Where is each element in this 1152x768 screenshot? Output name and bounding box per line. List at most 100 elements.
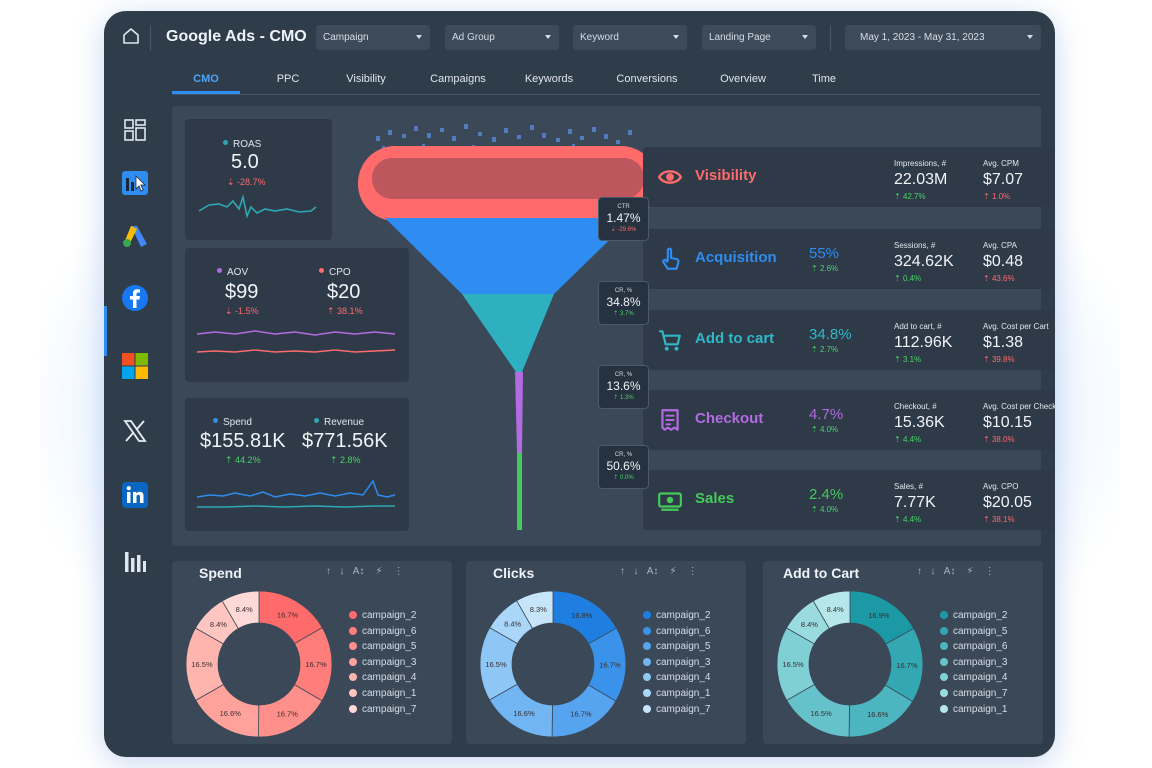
panel-title: Add to Cart [783,565,860,581]
funnel-stage-visibility[interactable]: Visibility Impressions, # 22.03M ⇡ 42.7% Avg… [643,147,1055,207]
stage-name: Acquisition [695,249,777,266]
stage-name: Sales [695,490,735,507]
legend-item[interactable]: campaign_3 [940,657,1007,673]
sidebar-item-microsoft[interactable] [120,351,150,381]
metric-label: Avg. CPO [983,482,1019,491]
sidebar-item-dashboard[interactable] [120,115,150,145]
metric-label: Add to cart, # [894,322,942,331]
sidebar-item-x[interactable] [120,416,150,446]
tab-visibility[interactable]: Visibility [346,73,386,85]
more-options-icon[interactable]: ⋮ [984,566,995,577]
metric-value: $1.38 [983,334,1024,351]
legend-item[interactable]: campaign_5 [643,641,710,657]
filter-off-icon[interactable]: ⚡︎ [966,566,974,577]
tab-ppc[interactable]: PPC [276,73,300,85]
tab-keywords[interactable]: Keywords [524,73,574,85]
donut-slice-label: 16.7% [277,611,299,620]
donut-hole [512,623,594,705]
conversion-delta-value: -29.6% [617,227,637,233]
donut-slice-label: 16.7% [305,660,327,669]
legend-item[interactable]: campaign_7 [940,688,1007,704]
spend-donut-chart: 16.7% 16.7% 16.7% 16.6% 16.5% 8.4% 8.4% [185,590,333,738]
legend-item[interactable]: campaign_4 [349,672,416,688]
legend-item[interactable]: campaign_6 [643,626,710,642]
landing-page-filter[interactable]: Landing Page [702,25,816,50]
legend-item[interactable]: campaign_3 [349,657,416,673]
legend-label: campaign_1 [953,703,1008,715]
donut-slice-label: 16.5% [782,660,804,669]
legend-item[interactable]: campaign_1 [349,688,416,704]
legend-swatch [643,657,651,666]
keyword-filter[interactable]: Keyword [573,25,687,50]
funnel-stage-acquisition[interactable]: Acquisition 55% ⇡ 2.6% Sessions, # 324.62K ⇡ … [643,229,1055,289]
legend-item[interactable]: campaign_6 [349,626,416,642]
conversion-label: CTR [617,204,630,210]
legend-dot [319,268,324,273]
date-range-picker[interactable]: May 1, 2023 - May 31, 2023 [845,25,1041,50]
stage-pct-delta-value: 2.7% [819,345,839,354]
sort-descending-icon[interactable]: ↓ [339,566,345,577]
home-icon[interactable] [122,27,140,45]
legend-item[interactable]: campaign_1 [643,688,710,704]
legend-item[interactable]: campaign_2 [643,610,710,626]
legend-label: campaign_4 [362,672,417,684]
legend-label: campaign_3 [656,656,711,668]
date-range-label: May 1, 2023 - May 31, 2023 [860,32,985,43]
filter-label: Keyword [580,32,619,43]
campaign-filter[interactable]: Campaign [316,25,430,50]
spend-delta: ⇡ 44.2% [225,455,261,465]
stage-pct: 4.7% [809,406,844,423]
funnel-stage-add-to-cart[interactable]: Add to cart 34.8% ⇡ 2.7% Add to cart, # 112.… [643,310,1055,370]
legend-item[interactable]: campaign_6 [940,641,1007,657]
more-options-icon[interactable]: ⋮ [393,566,404,577]
sort-alpha-icon[interactable]: A↕ [943,566,956,577]
legend-item[interactable]: campaign_2 [349,610,416,626]
legend-label: campaign_5 [362,641,417,653]
tab-overview[interactable]: Overview [720,73,766,85]
tab-cmo[interactable]: CMO [193,73,219,85]
sort-descending-icon[interactable]: ↓ [633,566,639,577]
legend-item[interactable]: campaign_7 [349,704,416,720]
legend-item[interactable]: campaign_5 [940,626,1007,642]
aov-cpo-card: AOV $99 ⇣ -1.5% CPO $20 ⇡ 38.1% [185,248,409,382]
filter-off-icon[interactable]: ⚡︎ [375,566,383,577]
sort-ascending-icon[interactable]: ↑ [620,566,625,577]
sort-ascending-icon[interactable]: ↑ [917,566,922,577]
donut-slice-label: 16.6% [867,710,889,719]
sort-ascending-icon[interactable]: ↑ [326,566,331,577]
tab-campaigns[interactable]: Campaigns [430,73,486,85]
sidebar-item-analytics[interactable] [120,168,150,198]
metric-delta: ⇡ 3.1% [894,355,922,364]
legend-item[interactable]: campaign_3 [643,657,710,673]
legend-label: campaign_6 [362,625,417,637]
tab-conversions[interactable]: Conversions [616,73,678,85]
sidebar-item-google-ads[interactable] [120,221,150,251]
sidebar-item-facebook[interactable] [120,283,150,313]
cpo-value: $20 [327,281,361,303]
sort-alpha-icon[interactable]: A↕ [352,566,365,577]
ad-group-filter[interactable]: Ad Group [445,25,559,50]
aov-cpo-sparkline [196,330,396,353]
legend-item[interactable]: campaign_5 [349,641,416,657]
tab-time[interactable]: Time [811,73,837,85]
funnel-stage-checkout[interactable]: Checkout 4.7% ⇡ 4.0% Checkout, # 15.36K ⇡ 4.4… [643,390,1055,450]
more-options-icon[interactable]: ⋮ [687,566,698,577]
conversion-rate-box: CTR 1.47% ⇣ -29.6% [598,197,649,241]
legend-swatch [643,704,651,713]
legend-item[interactable]: campaign_1 [940,704,1007,720]
sidebar-item-linkedin[interactable] [120,480,150,510]
metric-value: 7.77K [894,494,936,511]
filter-off-icon[interactable]: ⚡︎ [669,566,677,577]
sort-alpha-icon[interactable]: A↕ [646,566,659,577]
conversion-delta-value: 0.0% [620,475,634,481]
legend-item[interactable]: campaign_7 [643,704,710,720]
legend-item[interactable]: campaign_2 [940,610,1007,626]
legend-dot [314,418,319,423]
legend-label: campaign_3 [953,656,1008,668]
funnel-stage-sales[interactable]: Sales 2.4% ⇡ 4.0% Sales, # 7.77K ⇡ 4.4% Avg. C… [643,470,1055,530]
sort-descending-icon[interactable]: ↓ [930,566,936,577]
legend-item[interactable]: campaign_4 [643,672,710,688]
metric-value: $20.05 [983,494,1032,511]
legend-item[interactable]: campaign_4 [940,672,1007,688]
sidebar-item-reports[interactable] [120,547,150,577]
